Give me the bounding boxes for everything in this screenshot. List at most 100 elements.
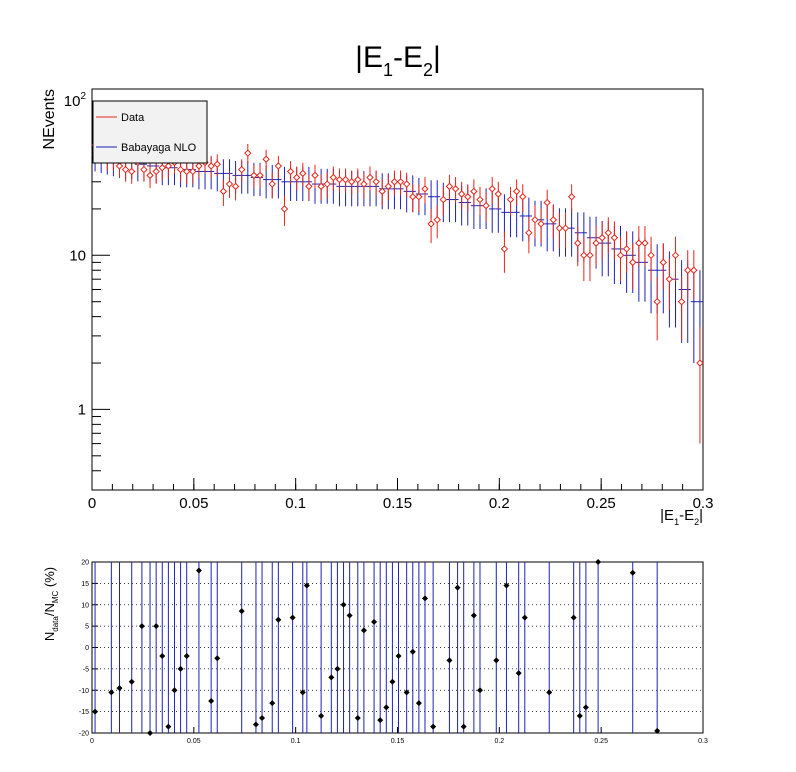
ratio-y-tick-label: 20 [81,560,89,567]
ratio-point [515,670,522,677]
top-axis-ticks: 0 0.05 0.1 0.15 0.2 0.25 0.3 1 10 102 [64,91,714,512]
data-point [317,182,325,191]
data-point [256,171,264,180]
data-point [121,165,130,174]
ratio-point [476,687,483,694]
ratio-point [238,608,245,615]
data-point [647,251,655,260]
data-point [519,193,527,201]
y-tick-label: 1 [78,401,86,418]
data-point [219,187,228,196]
data-point [237,165,246,174]
data-point [470,187,478,196]
y-tick-label: 102 [64,91,87,110]
data-point [402,180,411,188]
ratio-plot-frame [91,561,704,734]
data-point [610,234,619,242]
legend-label-data: Data [121,112,145,124]
ratio-point [389,678,396,685]
ratio-point [177,665,184,672]
data-point [525,229,533,237]
data-point [231,182,240,191]
ratio-point [147,730,154,736]
data-point [641,239,649,247]
chart-title: |E1-E2| [355,41,441,80]
legend-label-mc: Babayaga NLO [121,142,197,154]
ratio-point [195,567,202,574]
ratio-x-tick-label: 0.2 [494,738,504,745]
data-point [305,182,313,191]
x-tick-label: 0 [88,495,96,512]
data-point [549,216,558,224]
data-point [580,251,588,260]
data-point [292,173,301,182]
ratio-point [546,689,553,696]
data-point [152,167,160,176]
data-point [409,193,417,201]
ratio-point [446,657,453,664]
data-point [592,239,600,247]
data-point [531,216,539,224]
ratio-x-tick-label: 0.25 [594,738,608,745]
ratio-point [415,700,422,707]
ratio-point [371,618,378,625]
data-point [696,359,704,367]
legend: Data Babayaga NLO [92,100,208,164]
data-point [684,266,692,274]
x-tick-label: 0.1 [285,495,306,512]
ratio-data-marks [92,559,661,736]
data-point [176,165,185,174]
data-point [629,258,637,267]
data-point [665,275,674,283]
data-point [390,178,399,186]
data-point [567,193,576,201]
ratio-point [346,612,353,619]
ratio-point [383,704,390,711]
ratio-point [360,627,367,634]
ratio-point [503,582,510,589]
x-tick-label: 0.05 [179,495,208,512]
ratio-point [582,704,589,711]
ratio-point [275,616,282,623]
data-point [164,162,173,170]
data-point [213,160,221,168]
ratio-y-tick-label: 10 [81,602,89,609]
data-point [274,162,283,170]
data-point [659,258,667,267]
data-point [537,220,545,228]
ratio-point [576,712,583,719]
ratio-point [92,708,99,715]
data-point [616,251,625,260]
data-point [347,178,356,186]
data-point [494,190,503,198]
data-point [598,234,606,242]
ratio-point [454,584,461,591]
data-point [635,239,643,247]
ratio-point [299,689,306,696]
data-point [677,297,686,306]
data-point [262,155,270,163]
ratio-point [654,727,661,734]
data-point [250,171,258,180]
ratio-grid [92,582,703,713]
ratio-point [595,559,602,565]
data-point [182,167,191,176]
data-point [464,193,472,201]
data-point [286,167,295,176]
ratio-point [395,653,402,660]
data-point [128,167,136,176]
data-point [268,180,276,188]
data-point [354,175,362,184]
ratio-point [116,685,123,692]
ratio-point [421,595,428,602]
ratio-point [208,697,215,704]
ratio-x-tick-label: 0.15 [391,738,405,745]
ratio-y-tick-label: -10 [79,688,89,695]
ratio-point [340,601,347,608]
data-point [341,175,350,184]
ratio-x-tick-label: 0.1 [291,738,301,745]
data-point [488,185,496,193]
data-point [543,198,551,207]
ratio-y-tick-label: 15 [81,581,89,588]
data-point [311,171,319,180]
